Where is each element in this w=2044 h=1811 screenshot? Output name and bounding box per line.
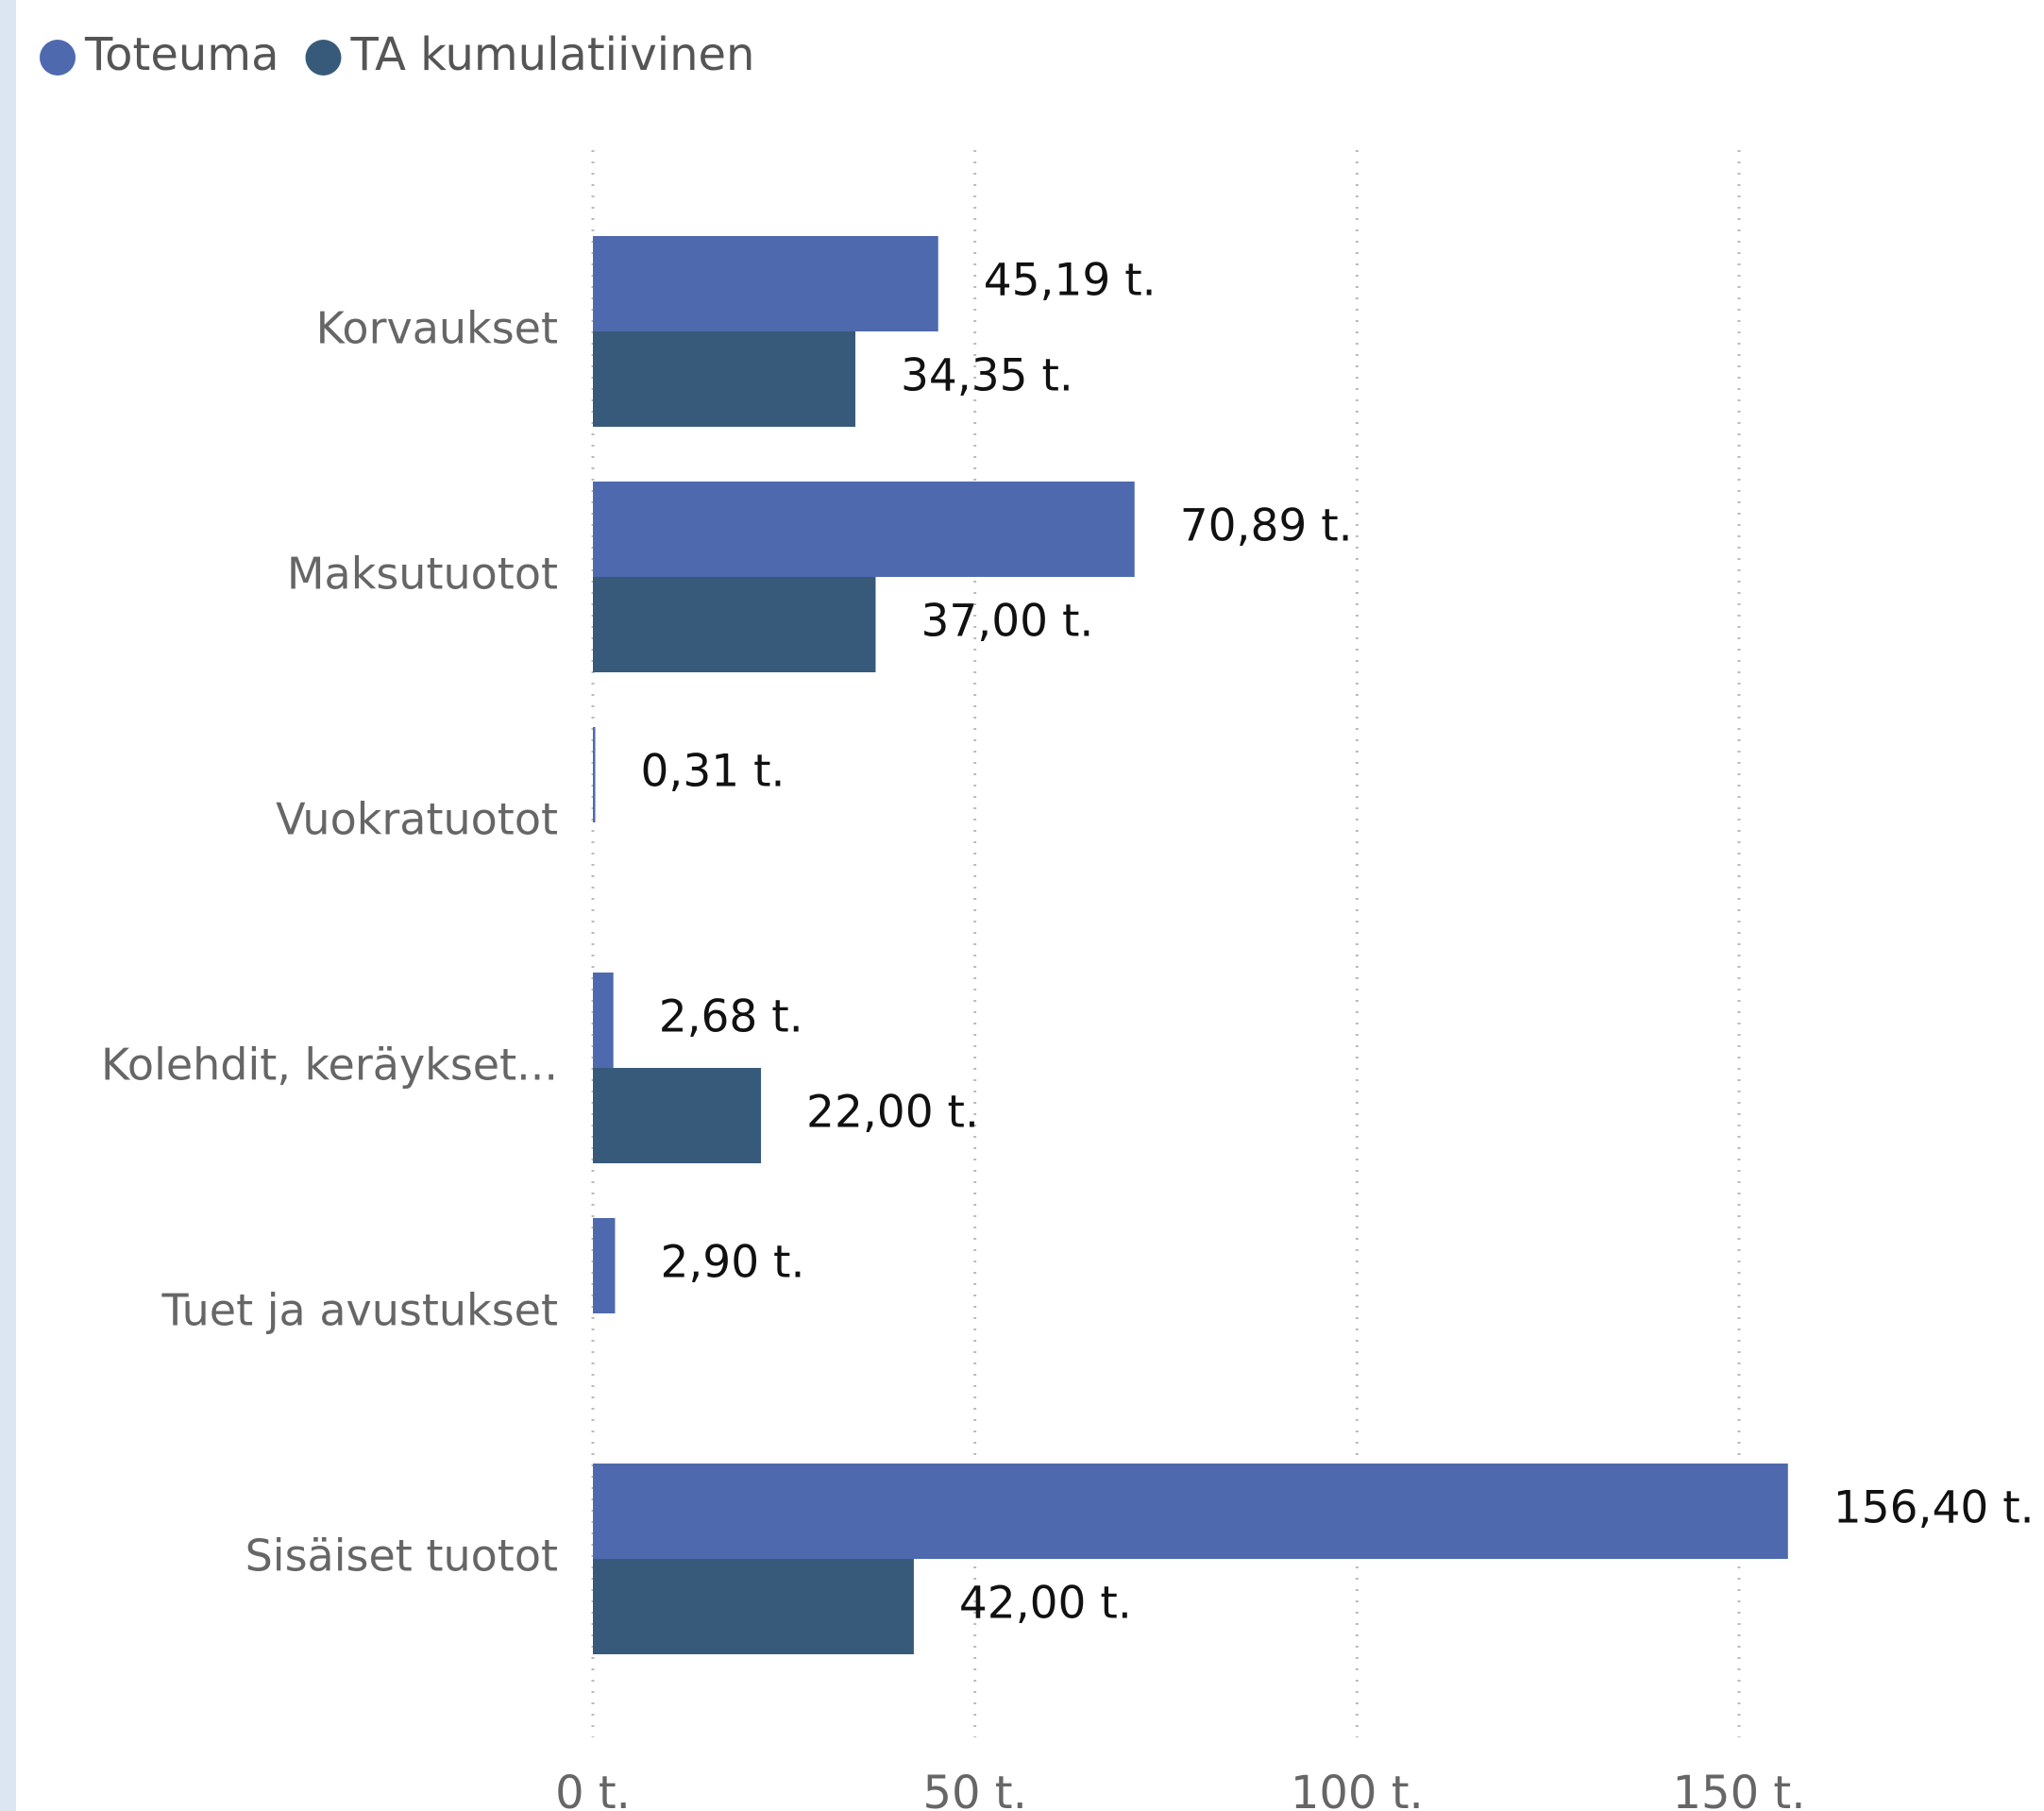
x-tick-label: 100 t. — [1291, 1767, 1424, 1811]
bar — [593, 236, 938, 331]
y-tick-label: Vuokratuotot — [276, 794, 558, 845]
bar — [593, 1464, 1788, 1559]
data-label: 34,35 t. — [901, 350, 1073, 402]
bar — [593, 1068, 762, 1163]
legend-marker — [40, 40, 76, 76]
data-label: 0,31 t. — [641, 746, 786, 798]
y-tick-label: Kolehdit, keräykset... — [101, 1040, 558, 1091]
x-tick-label: 150 t. — [1673, 1767, 1806, 1811]
bar — [593, 331, 856, 427]
data-label: 2,90 t. — [660, 1237, 804, 1289]
data-label: 22,00 t. — [806, 1087, 979, 1139]
y-tick-label: Korvaukset — [316, 303, 558, 354]
bar — [593, 727, 596, 822]
x-tick-label: 0 t. — [555, 1767, 631, 1811]
bar — [593, 973, 614, 1068]
data-label: 42,00 t. — [959, 1578, 1132, 1630]
data-label: 156,40 t. — [1833, 1482, 2035, 1534]
bar — [593, 1218, 616, 1313]
data-label: 70,89 t. — [1180, 500, 1353, 552]
bar — [593, 577, 876, 672]
y-tick-label: Maksutuotot — [287, 549, 558, 600]
y-tick-label: Sisäiset tuotot — [245, 1531, 558, 1582]
bar — [593, 1559, 914, 1654]
data-label: 2,68 t. — [659, 991, 803, 1043]
legend-label: Toteuma — [84, 28, 279, 81]
bar — [593, 482, 1135, 577]
data-label: 45,19 t. — [984, 255, 1157, 307]
side-strip — [0, 0, 16, 1811]
legend-marker — [305, 40, 342, 76]
legend-label: TA kumulatiivinen — [349, 28, 754, 81]
y-tick-label: Tuet ja avustukset — [161, 1285, 558, 1336]
data-label: 37,00 t. — [921, 596, 1093, 648]
x-tick-label: 50 t. — [922, 1767, 1026, 1811]
